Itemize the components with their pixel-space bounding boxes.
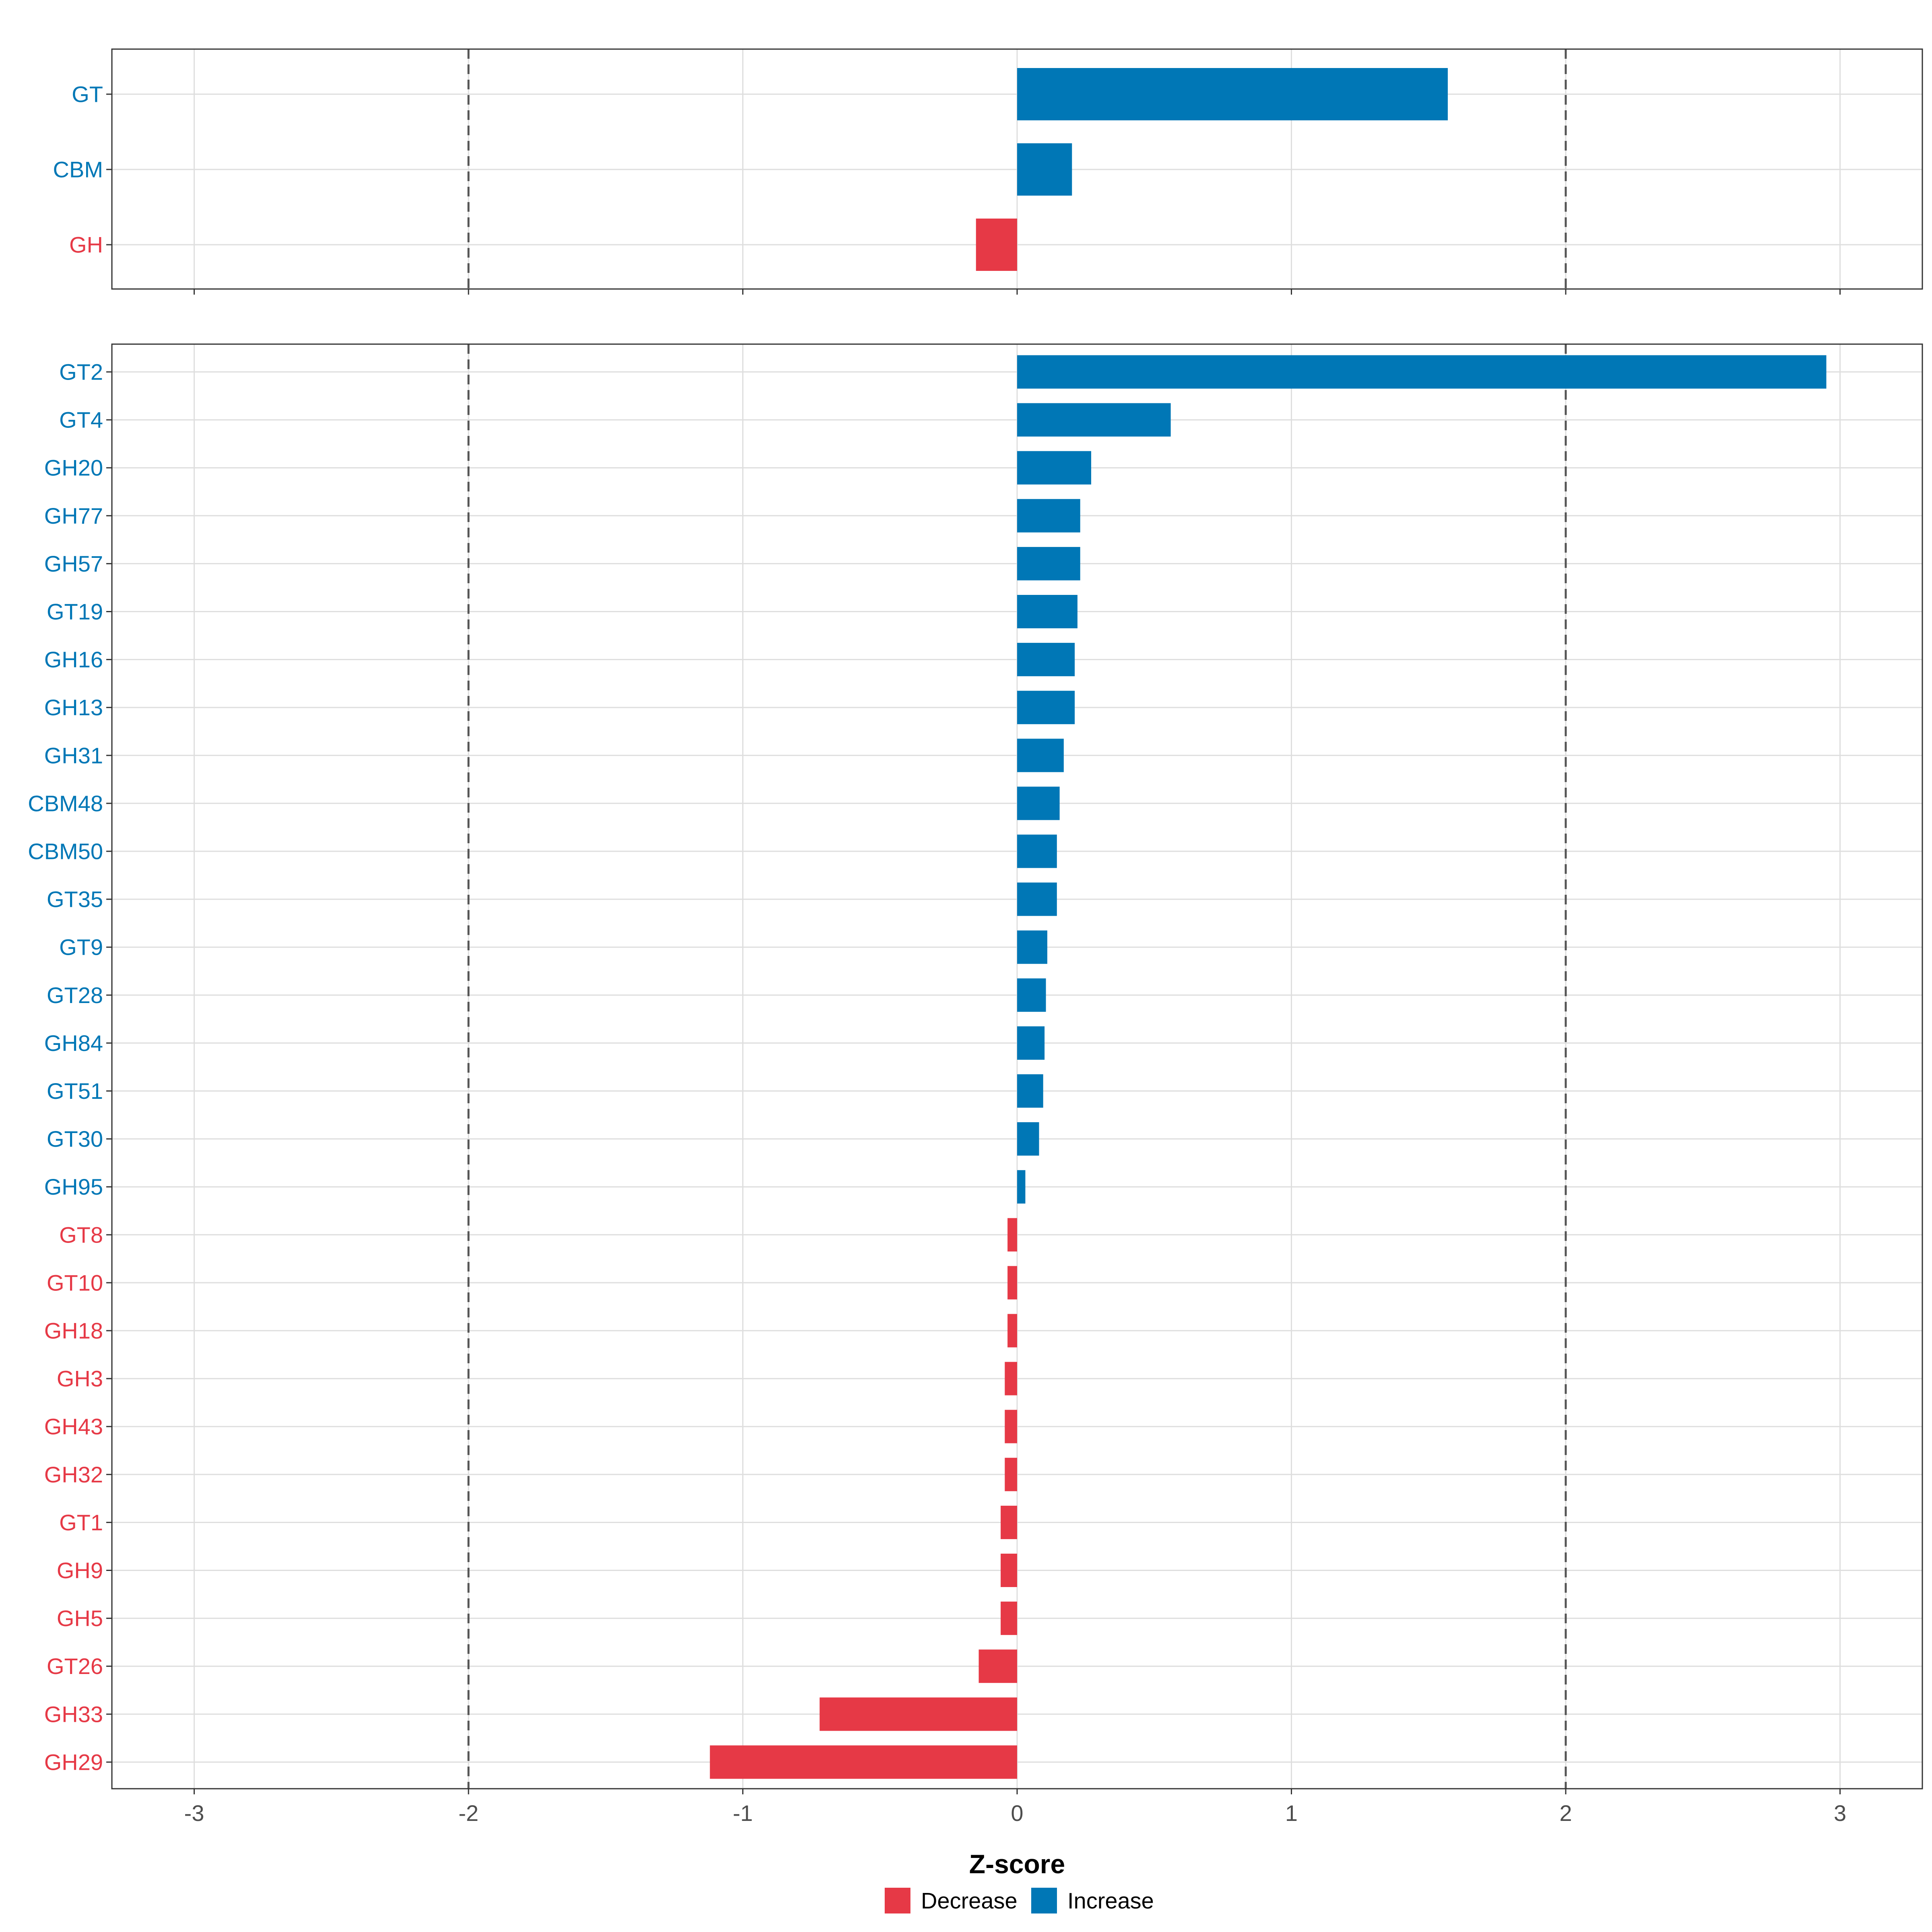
category-label: GT4 — [59, 407, 103, 433]
category-label: GH57 — [44, 551, 103, 576]
category-label: GH16 — [44, 647, 103, 672]
category-label: GT35 — [47, 887, 103, 912]
legend-label-decrease[interactable]: Decrease — [921, 1888, 1018, 1913]
bar-gh13[interactable] — [1017, 691, 1075, 724]
category-label: GH3 — [57, 1366, 103, 1391]
category-label: GH18 — [44, 1318, 103, 1344]
x-tick-label: 1 — [1285, 1800, 1298, 1826]
bar-cbm48[interactable] — [1017, 786, 1060, 820]
category-label: GT10 — [47, 1270, 103, 1295]
category-label: GH84 — [44, 1030, 103, 1056]
bar-gh43[interactable] — [1005, 1410, 1017, 1443]
bar-gh32[interactable] — [1005, 1457, 1017, 1491]
category-label: GT — [72, 82, 103, 107]
category-label: GT8 — [59, 1222, 103, 1247]
x-tick-label: -1 — [733, 1800, 753, 1826]
category-label: GH — [69, 232, 103, 258]
category-label: GH13 — [44, 695, 103, 720]
bar-cbm[interactable] — [1017, 143, 1072, 196]
bar-gh31[interactable] — [1017, 739, 1064, 772]
category-label: GH9 — [57, 1558, 103, 1583]
x-tick-label: 3 — [1834, 1800, 1846, 1826]
bar-gt28[interactable] — [1017, 978, 1046, 1012]
bar-gt10[interactable] — [1007, 1266, 1017, 1300]
bar-gh5[interactable] — [1001, 1602, 1017, 1635]
bar-gh18[interactable] — [1007, 1314, 1017, 1348]
category-label: GH33 — [44, 1701, 103, 1727]
category-label: GT26 — [47, 1653, 103, 1679]
bar-gh[interactable] — [976, 219, 1017, 271]
bar-gh3[interactable] — [1005, 1362, 1017, 1395]
category-label: GT1 — [59, 1510, 103, 1535]
category-label: GT2 — [59, 359, 103, 385]
category-label: GH77 — [44, 503, 103, 528]
category-label: GH43 — [44, 1414, 103, 1439]
bar-gh9[interactable] — [1001, 1554, 1017, 1587]
bar-gt1[interactable] — [1001, 1505, 1017, 1539]
bar-gt30[interactable] — [1017, 1122, 1039, 1156]
category-label: CBM50 — [28, 839, 103, 864]
bar-gh33[interactable] — [819, 1697, 1017, 1731]
category-label: GH31 — [44, 743, 103, 768]
legend-label-increase[interactable]: Increase — [1067, 1888, 1154, 1913]
bar-gh77[interactable] — [1017, 499, 1080, 533]
bar-gh29[interactable] — [710, 1745, 1017, 1779]
category-label: GT28 — [47, 983, 103, 1008]
legend-swatch-decrease[interactable] — [885, 1888, 910, 1913]
bar-gh84[interactable] — [1017, 1026, 1045, 1060]
category-label: GT19 — [47, 599, 103, 624]
bar-gt26[interactable] — [978, 1649, 1017, 1683]
category-label: GT51 — [47, 1078, 103, 1104]
bar-gh95[interactable] — [1017, 1170, 1026, 1204]
bar-gt[interactable] — [1017, 68, 1448, 120]
category-label: CBM48 — [28, 791, 103, 816]
bar-gt35[interactable] — [1017, 882, 1057, 916]
category-label: GH32 — [44, 1462, 103, 1487]
bar-gt4[interactable] — [1017, 403, 1171, 437]
category-label: CBM — [53, 157, 103, 182]
category-label: GH5 — [57, 1606, 103, 1631]
legend-swatch-increase[interactable] — [1031, 1888, 1057, 1913]
x-tick-label: -3 — [184, 1800, 204, 1826]
bar-gt19[interactable] — [1017, 595, 1077, 628]
category-label: GH95 — [44, 1174, 103, 1199]
x-tick-label: 0 — [1011, 1800, 1023, 1826]
category-label: GT30 — [47, 1126, 103, 1152]
bar-gh16[interactable] — [1017, 643, 1075, 677]
x-tick-label: -2 — [458, 1800, 479, 1826]
bar-gh20[interactable] — [1017, 451, 1092, 485]
category-label: GH29 — [44, 1749, 103, 1775]
bar-gt2[interactable] — [1017, 355, 1827, 389]
bar-cbm50[interactable] — [1017, 834, 1057, 868]
category-label: GH20 — [44, 455, 103, 481]
bar-gh57[interactable] — [1017, 547, 1080, 580]
x-axis-title: Z-score — [969, 1849, 1065, 1879]
category-label: GT9 — [59, 935, 103, 960]
bar-gt8[interactable] — [1007, 1218, 1017, 1252]
x-tick-label: 2 — [1559, 1800, 1572, 1826]
bar-gt9[interactable] — [1017, 930, 1047, 964]
bar-gt51[interactable] — [1017, 1074, 1043, 1108]
